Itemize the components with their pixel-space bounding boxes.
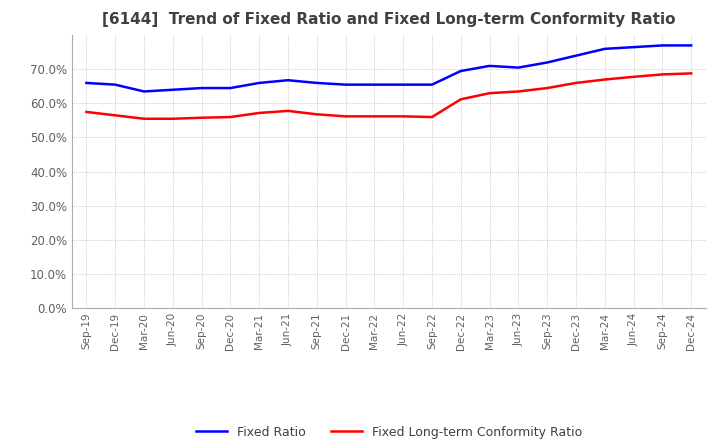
Fixed Long-term Conformity Ratio bbox=[284, 108, 292, 114]
Fixed Long-term Conformity Ratio bbox=[111, 113, 120, 118]
Fixed Long-term Conformity Ratio bbox=[197, 115, 206, 121]
Fixed Ratio bbox=[341, 82, 350, 87]
Fixed Ratio bbox=[370, 82, 379, 87]
Fixed Long-term Conformity Ratio bbox=[687, 71, 696, 76]
Fixed Long-term Conformity Ratio bbox=[456, 97, 465, 102]
Fixed Long-term Conformity Ratio bbox=[658, 72, 667, 77]
Fixed Ratio bbox=[572, 53, 580, 58]
Fixed Ratio bbox=[600, 46, 609, 51]
Legend: Fixed Ratio, Fixed Long-term Conformity Ratio: Fixed Ratio, Fixed Long-term Conformity … bbox=[191, 421, 587, 440]
Fixed Long-term Conformity Ratio bbox=[255, 110, 264, 116]
Fixed Long-term Conformity Ratio bbox=[428, 114, 436, 120]
Fixed Ratio bbox=[428, 82, 436, 87]
Fixed Ratio bbox=[514, 65, 523, 70]
Fixed Ratio bbox=[168, 87, 177, 92]
Fixed Long-term Conformity Ratio bbox=[572, 80, 580, 85]
Fixed Long-term Conformity Ratio bbox=[600, 77, 609, 82]
Fixed Ratio bbox=[456, 68, 465, 73]
Title: [6144]  Trend of Fixed Ratio and Fixed Long-term Conformity Ratio: [6144] Trend of Fixed Ratio and Fixed Lo… bbox=[102, 12, 675, 27]
Fixed Ratio bbox=[399, 82, 408, 87]
Fixed Ratio bbox=[658, 43, 667, 48]
Fixed Long-term Conformity Ratio bbox=[82, 109, 91, 114]
Fixed Ratio bbox=[111, 82, 120, 87]
Fixed Ratio bbox=[255, 80, 264, 85]
Fixed Ratio bbox=[543, 60, 552, 65]
Fixed Long-term Conformity Ratio bbox=[370, 114, 379, 119]
Fixed Long-term Conformity Ratio bbox=[168, 116, 177, 121]
Fixed Ratio bbox=[226, 85, 235, 91]
Fixed Long-term Conformity Ratio bbox=[226, 114, 235, 120]
Line: Fixed Ratio: Fixed Ratio bbox=[86, 45, 691, 92]
Fixed Ratio bbox=[485, 63, 494, 69]
Fixed Ratio bbox=[140, 89, 148, 94]
Fixed Long-term Conformity Ratio bbox=[514, 89, 523, 94]
Fixed Ratio bbox=[312, 80, 321, 85]
Fixed Long-term Conformity Ratio bbox=[399, 114, 408, 119]
Fixed Long-term Conformity Ratio bbox=[485, 91, 494, 96]
Fixed Ratio bbox=[284, 77, 292, 83]
Fixed Ratio bbox=[82, 80, 91, 85]
Fixed Long-term Conformity Ratio bbox=[341, 114, 350, 119]
Fixed Long-term Conformity Ratio bbox=[543, 85, 552, 91]
Fixed Long-term Conformity Ratio bbox=[312, 112, 321, 117]
Fixed Ratio bbox=[197, 85, 206, 91]
Fixed Long-term Conformity Ratio bbox=[629, 74, 638, 80]
Fixed Ratio bbox=[687, 43, 696, 48]
Fixed Ratio bbox=[629, 44, 638, 50]
Fixed Long-term Conformity Ratio bbox=[140, 116, 148, 121]
Line: Fixed Long-term Conformity Ratio: Fixed Long-term Conformity Ratio bbox=[86, 73, 691, 119]
